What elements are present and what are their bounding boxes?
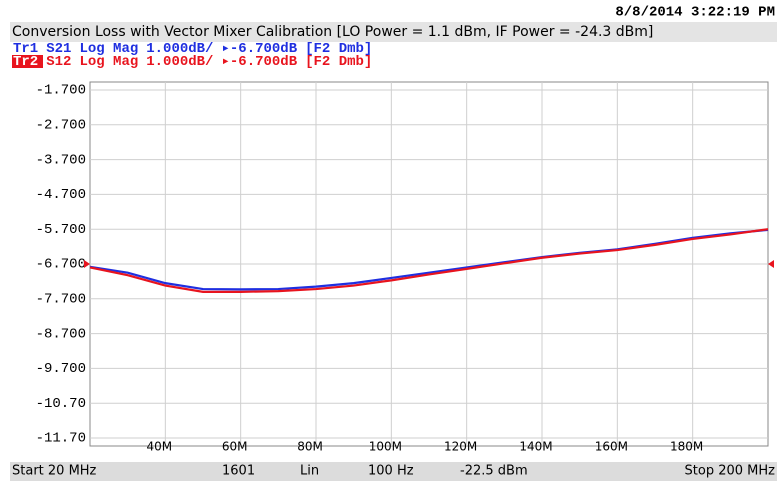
trace-header: Tr1 S21 Log Mag 1.000dB/ ▸-6.700dB [F2 Dmb]: [13, 41, 372, 57]
y-tick-label: -5.700: [36, 222, 86, 238]
status-field: 1601: [222, 464, 255, 479]
x-tick-label: 60M: [222, 440, 248, 454]
status-field: Stop 200 MHz: [685, 464, 776, 479]
y-tick-label: -1.700: [36, 83, 86, 99]
trace-format: Log Mag: [79, 54, 138, 70]
title-bar: [10, 22, 777, 42]
status-field: 100 Hz: [368, 464, 414, 479]
trace-ref: ▸-6.700dB: [221, 54, 297, 70]
y-tick-label: -7.700: [36, 292, 86, 308]
trace-marker: [F2 Dmb]: [305, 41, 372, 57]
trace-marker: [F2 Dmb]: [305, 54, 372, 70]
y-tick-label: -2.700: [36, 118, 86, 134]
trace-trace: Tr2: [13, 54, 38, 70]
y-tick-label: -6.700: [36, 257, 86, 273]
trace-badge: [12, 55, 43, 68]
y-tick-label: -10.70: [36, 396, 86, 412]
trace-scale: 1.000dB/: [146, 41, 213, 57]
status-field: Lin: [300, 464, 319, 479]
status-field: Start 20 MHz: [12, 464, 97, 479]
x-tick-label: 40M: [147, 440, 173, 454]
trace-ref: ▸-6.700dB: [221, 41, 297, 57]
x-tick-label: 160M: [595, 440, 628, 454]
x-tick-label: 100M: [369, 440, 402, 454]
trace-line: [89, 228, 769, 293]
trace-scale: 1.000dB/: [146, 54, 213, 70]
trace-header: Tr2 S12 Log Mag 1.000dB/ ▸-6.700dB [F2 Dmb]: [13, 54, 372, 70]
trace-format: Log Mag: [79, 41, 138, 57]
y-tick-label: -9.700: [36, 361, 86, 377]
trace-name: S21: [46, 41, 71, 57]
status-field: -22.5 dBm: [460, 464, 528, 479]
ref-marker: [84, 260, 90, 268]
chart-title: Conversion Loss with Vector Mixer Calibr…: [12, 24, 653, 40]
x-tick-label: 80M: [297, 440, 323, 454]
y-tick-label: -4.700: [36, 187, 86, 203]
trace-trace: Tr1: [13, 41, 38, 57]
y-tick-label: -8.700: [36, 326, 86, 342]
timestamp: 8/8/2014 3:22:19 PM: [615, 5, 775, 21]
status-bar: [10, 462, 777, 481]
trace-name: S12: [46, 54, 71, 70]
y-tick-label: -11.70: [36, 431, 86, 447]
x-tick-label: 180M: [670, 440, 703, 454]
x-tick-label: 140M: [519, 440, 552, 454]
ref-marker: [768, 260, 774, 268]
y-tick-label: -3.700: [36, 152, 86, 168]
x-tick-label: 120M: [444, 440, 477, 454]
